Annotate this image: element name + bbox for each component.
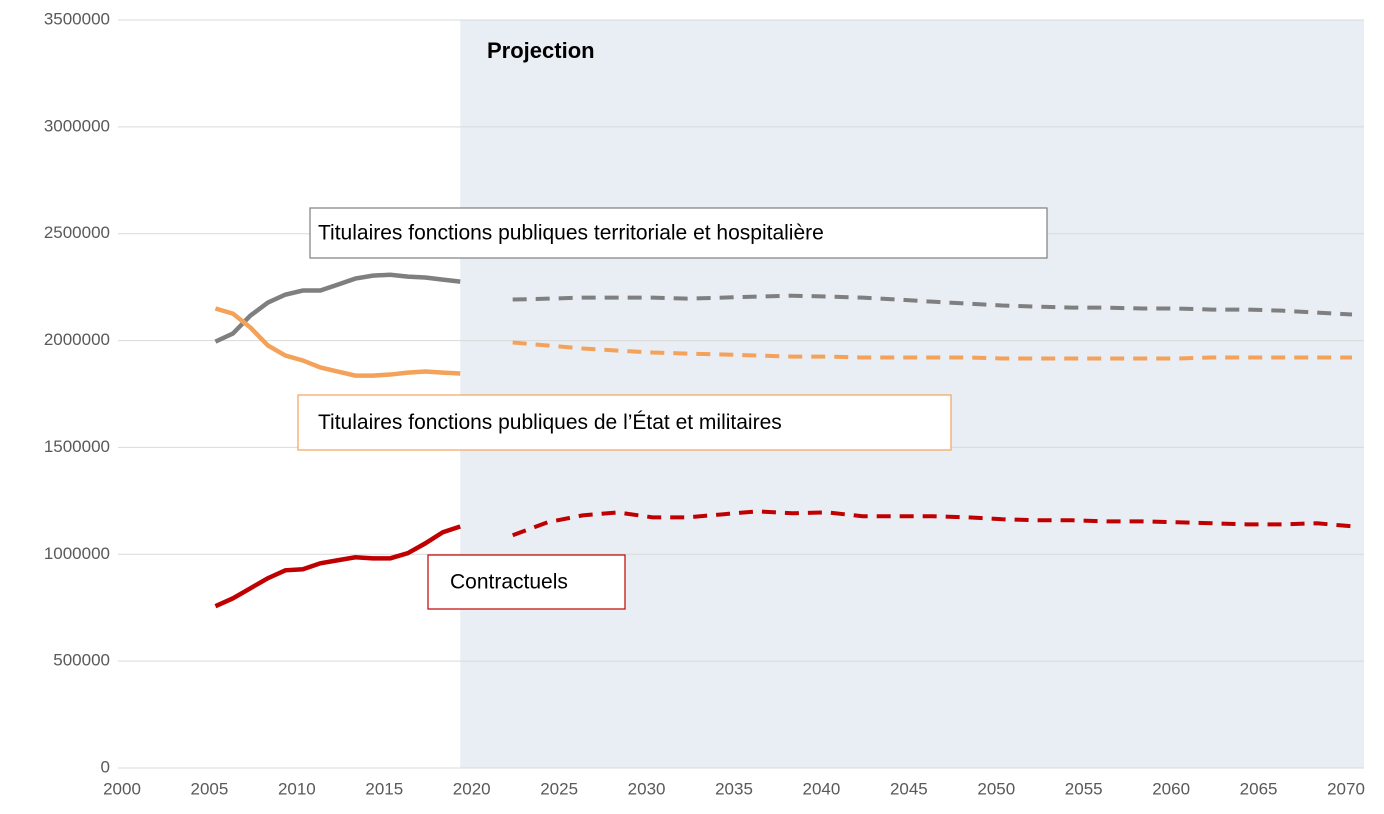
series-label: Contractuels (450, 571, 568, 594)
series-label: Titulaires fonctions publiques territori… (318, 222, 824, 245)
y-tick-label: 500000 (53, 651, 110, 670)
x-tick-label: 2065 (1240, 779, 1278, 798)
projection-area (460, 20, 1364, 768)
series-line (512, 340, 1352, 361)
label-border (309, 207, 1048, 259)
series-line (512, 293, 1353, 317)
series-label-box: Titulaires fonctions publiques de l’État… (297, 394, 952, 451)
x-tick-label: 2010 (278, 779, 316, 798)
y-tick-label: 2000000 (44, 330, 110, 349)
series-label-box: Contractuels (427, 554, 626, 610)
x-tick-label: 2035 (715, 779, 753, 798)
y-tick-label: 2500000 (44, 223, 110, 242)
y-tick-label: 1500000 (44, 437, 110, 456)
x-tick-label: 2040 (803, 779, 841, 798)
y-tick-label: 3500000 (44, 9, 110, 28)
x-tick-label: 2005 (191, 779, 229, 798)
x-tick-label: 2020 (453, 779, 491, 798)
y-tick-label: 1000000 (44, 544, 110, 563)
series-label-box: Titulaires fonctions publiques territori… (309, 207, 1048, 259)
series-line (511, 509, 1353, 538)
x-tick-label: 2060 (1152, 779, 1190, 798)
label-border (427, 554, 626, 610)
label-border (297, 394, 952, 451)
x-tick-label: 2030 (628, 779, 666, 798)
x-tick-label: 2050 (977, 779, 1015, 798)
x-tick-label: 2070 (1327, 779, 1365, 798)
projection-label: Projection (487, 38, 595, 63)
x-tick-label: 2045 (890, 779, 928, 798)
series-line (214, 524, 461, 609)
x-tick-label: 2000 (103, 779, 141, 798)
y-tick-label: 3000000 (44, 116, 110, 135)
series-line (214, 306, 461, 378)
series-line (214, 272, 461, 344)
x-tick-label: 2025 (540, 779, 578, 798)
series-label: Titulaires fonctions publiques de l’État… (318, 411, 782, 434)
x-tick-label: 2055 (1065, 779, 1103, 798)
y-tick-label: 0 (101, 757, 110, 776)
x-tick-label: 2015 (365, 779, 403, 798)
